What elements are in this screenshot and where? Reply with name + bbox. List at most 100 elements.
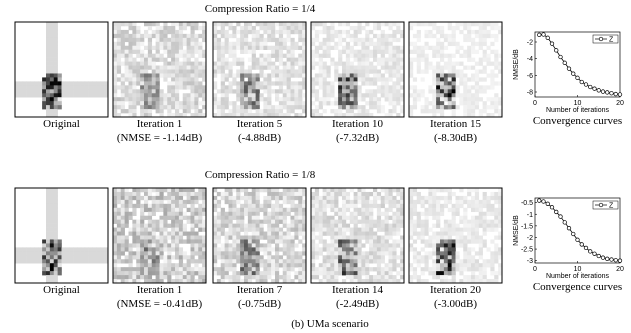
heatmap-cell [221, 105, 225, 109]
heatmap-cell [221, 58, 225, 62]
heatmap-cell [229, 236, 233, 240]
heatmap-cell [267, 192, 271, 196]
heatmap-cell [77, 255, 81, 259]
heatmap-cell [315, 62, 319, 66]
heatmap-cell [46, 26, 50, 30]
heatmap-cell [125, 275, 129, 279]
heatmap-cell [275, 73, 279, 77]
heatmap-cell [194, 208, 198, 212]
heatmap-cell [152, 73, 156, 77]
heatmap-cell [490, 50, 494, 54]
heatmap-cell [452, 77, 456, 81]
heatmap-cell [294, 196, 298, 200]
heatmap-cell [271, 192, 275, 196]
heatmap-cell [381, 275, 385, 279]
heatmap-cell [54, 73, 58, 77]
heatmap-cell [279, 208, 283, 212]
heatmap-cell [350, 85, 354, 89]
heatmap-cell [490, 26, 494, 30]
heatmap-cell [156, 34, 160, 38]
heatmap-cell [152, 220, 156, 224]
heatmap-cell [244, 46, 248, 50]
heatmap-cell [140, 271, 144, 275]
heatmap-cell [459, 243, 463, 247]
heatmap-cell [294, 208, 298, 212]
heatmap-cell [229, 255, 233, 259]
heatmap-cell [417, 58, 421, 62]
heatmap-cell [287, 58, 291, 62]
heatmap-cell [171, 46, 175, 50]
heatmap-cell [440, 232, 444, 236]
heatmap-cell [152, 101, 156, 105]
heatmap-cell [369, 228, 373, 232]
heatmap-cell [444, 81, 448, 85]
heatmap-cell [350, 232, 354, 236]
heatmap-cell [456, 243, 460, 247]
heatmap-cell [148, 97, 152, 101]
heatmap-cell [392, 228, 396, 232]
heatmap-cell [232, 58, 236, 62]
heatmap-cell [298, 62, 302, 66]
heatmap-cell [160, 30, 164, 34]
heatmap-cell [294, 42, 298, 46]
heatmap [113, 188, 206, 283]
heatmap-cell [279, 259, 283, 263]
heatmap-cell [346, 216, 350, 220]
heatmap-cell [350, 81, 354, 85]
heatmap-cell [160, 263, 164, 267]
heatmap-cell [311, 50, 315, 54]
heatmap-cell [248, 30, 252, 34]
heatmap-cell [198, 259, 202, 263]
heatmap-cell [479, 263, 483, 267]
heatmap-cell [125, 30, 129, 34]
heatmap-cell [191, 224, 195, 228]
heatmap-cell [323, 54, 327, 58]
heatmap-cell [294, 93, 298, 97]
heatmap-cell [263, 89, 267, 93]
heatmap-cell [350, 73, 354, 77]
heatmap-cell [271, 22, 275, 26]
heatmap-cell [58, 259, 62, 263]
heatmap-cell [46, 271, 50, 275]
heatmap-cell [409, 208, 413, 212]
heatmap-cell [467, 192, 471, 196]
heatmap-cell [319, 196, 323, 200]
heatmap-cell [244, 97, 248, 101]
heatmap-cell [191, 81, 195, 85]
heatmap-cell [369, 247, 373, 251]
heatmap-cell [244, 255, 248, 259]
heatmap-cell [54, 267, 58, 271]
heatmap-cell [287, 105, 291, 109]
heatmap-cell [279, 81, 283, 85]
heatmap-cell [77, 81, 81, 85]
point [559, 215, 563, 219]
heatmap-cell [89, 259, 93, 263]
heatmap-cell [361, 46, 365, 50]
heatmap-cell [381, 54, 385, 58]
heatmap-cell [152, 22, 156, 26]
heatmap-cell [350, 62, 354, 66]
point [554, 210, 558, 214]
heatmap-cell [346, 105, 350, 109]
heatmap-cell [358, 259, 362, 263]
heatmap-cell [338, 105, 342, 109]
heatmap-cell [42, 271, 46, 275]
heatmap-cell [291, 62, 295, 66]
heatmap-cell [256, 239, 260, 243]
heatmap-cell [50, 247, 54, 251]
heatmap-cell [160, 208, 164, 212]
heatmap-cell [198, 208, 202, 212]
heatmap-cell [287, 208, 291, 212]
heatmap-cell [396, 271, 400, 275]
heatmap-cell [440, 97, 444, 101]
heatmap-cell [136, 259, 140, 263]
heatmap-cell [319, 42, 323, 46]
heatmap-cell [31, 81, 35, 85]
heatmap-cell [256, 22, 260, 26]
heatmap-cell [373, 239, 377, 243]
heatmap-cell [346, 208, 350, 212]
heatmap-cell [283, 38, 287, 42]
heatmap-cell [327, 255, 331, 259]
heatmap-cell [144, 30, 148, 34]
heatmap-cell [436, 26, 440, 30]
